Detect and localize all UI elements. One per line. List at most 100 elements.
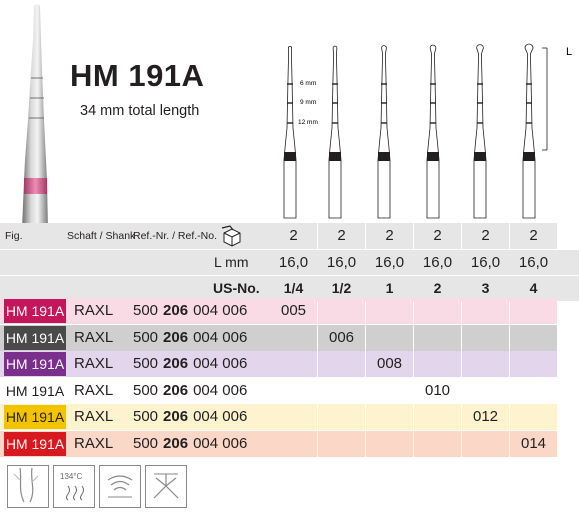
fig-badge: HM 191A [4, 352, 66, 376]
size-number: 006 [328, 328, 355, 346]
bur-diagram-4 [426, 44, 440, 219]
product-title: HM 191A [70, 58, 205, 93]
shank-type: RAXL [74, 328, 114, 346]
size-cell: 005 [270, 298, 317, 324]
fig-badge: HM 191A [4, 378, 66, 403]
header-length-label: L mm [214, 254, 249, 270]
shank-type: RAXL [74, 302, 114, 319]
size-cell [366, 298, 413, 324]
ref-number: 500 206 004 006 [133, 404, 247, 430]
size-cell [414, 351, 461, 377]
sterilization-icon: 134°C [53, 465, 95, 508]
length-cell: 16,0 [318, 250, 365, 275]
us-number-cell: 1/2 [318, 276, 365, 301]
size-number: 008 [376, 355, 403, 372]
size-number: 014 [520, 434, 547, 452]
size-cell [510, 404, 557, 430]
size-cell [510, 377, 557, 404]
bur-photo [22, 4, 48, 230]
fig-badge: HM 191A [4, 325, 66, 350]
ref-prefix: 500 [133, 408, 159, 425]
us-number-cell: 1 [366, 276, 413, 301]
size-cell [510, 351, 557, 377]
size-cell [462, 298, 509, 324]
size-cell: 010 [414, 377, 461, 404]
ref-suffix: 004 006 [193, 302, 248, 319]
pack-qty-cell: 2 [414, 223, 461, 249]
thermodisinfector-icon [145, 465, 187, 508]
us-number-cell: 1/4 [270, 276, 317, 301]
bur-diagram-2 [328, 45, 342, 219]
table-row: 005 HM 191A RAXL 500 206 004 006 [0, 298, 579, 324]
us-number-cell: 2 [414, 276, 461, 301]
ref-suffix: 004 006 [193, 328, 248, 346]
size-cell: 008 [366, 351, 413, 377]
ref-number: 500 206 004 006 [133, 325, 247, 351]
pack-qty-cell: 2 [510, 223, 557, 249]
bur-diagram-3 [377, 45, 391, 219]
size-number: 010 [424, 381, 451, 399]
size-cell [366, 430, 413, 457]
header-shank: Schaft / Shank [67, 230, 136, 242]
bur-diagram-5 [473, 44, 487, 219]
pack-qty-cell: 2 [318, 223, 365, 249]
cutting-icon [7, 465, 49, 508]
table-row: 008 HM 191A RAXL 500 206 004 006 [0, 351, 579, 377]
size-cell [270, 377, 317, 404]
ref-shank-code: 206 [163, 302, 189, 319]
header-ref: Ref.-Nr. / Ref.-No. [133, 230, 218, 242]
ref-suffix: 004 006 [193, 355, 248, 372]
bur-illustrations: 6 mm 9 mm 12 mm L [22, 4, 572, 230]
size-cell [414, 430, 461, 457]
ref-number: 500 206 004 006 [133, 298, 247, 324]
size-cell [366, 404, 413, 430]
size-cell [318, 377, 365, 404]
shank-type: RAXL [74, 434, 114, 452]
ref-shank-code: 206 [163, 328, 189, 346]
length-cell: 16,0 [414, 250, 461, 275]
table-row: 010 HM 191A RAXL 500 206 004 006 [0, 377, 579, 404]
ultrasonic-cleaning-icon [99, 465, 141, 508]
pack-qty-cell: 2 [270, 223, 317, 249]
length-bracket: L [542, 46, 572, 151]
size-cell [366, 377, 413, 404]
ref-shank-code: 206 [163, 355, 189, 372]
ref-shank-code: 206 [163, 408, 189, 425]
ref-number: 500 206 004 006 [133, 431, 247, 457]
mark-9mm: 9 mm [300, 99, 316, 106]
bur-diagram-1 [283, 46, 297, 219]
table-row: 014 HM 191A RAXL 500 206 004 006 [0, 430, 579, 457]
ref-shank-code: 206 [163, 381, 189, 399]
fig-badge: HM 191A [4, 405, 66, 429]
size-cell [510, 324, 557, 351]
size-cell [462, 377, 509, 404]
table-header: Fig. Schaft / Shank Ref.-Nr. / Ref.-No. … [0, 223, 579, 302]
ref-shank-code: 206 [163, 434, 189, 452]
shank-type: RAXL [74, 381, 114, 399]
ref-prefix: 500 [133, 355, 159, 372]
fig-badge: HM 191A [4, 299, 66, 323]
header-us-label: US-No. [213, 280, 260, 296]
ref-prefix: 500 [133, 302, 159, 319]
table-row: 012 HM 191A RAXL 500 206 004 006 [0, 404, 579, 430]
size-cell: 012 [462, 404, 509, 430]
ref-suffix: 004 006 [193, 408, 248, 425]
header-label-row: Fig. Schaft / Shank Ref.-Nr. / Ref.-No. [0, 223, 270, 249]
size-cell [318, 404, 365, 430]
size-cell [414, 298, 461, 324]
ref-number: 500 206 004 006 [133, 351, 247, 377]
size-cell [414, 404, 461, 430]
pack-qty-cell: 2 [366, 223, 413, 249]
length-cell: 16,0 [270, 250, 317, 275]
pack-qty-cell: 2 [462, 223, 509, 249]
size-cell [318, 430, 365, 457]
ref-suffix: 004 006 [193, 434, 248, 452]
size-cell [462, 430, 509, 457]
size-cell: 014 [510, 430, 557, 457]
length-label: L [566, 46, 572, 58]
size-number: 012 [472, 408, 499, 425]
size-cell [270, 430, 317, 457]
size-cell [270, 351, 317, 377]
product-subtitle: 34 mm total length [80, 103, 200, 119]
ref-suffix: 004 006 [193, 381, 248, 399]
